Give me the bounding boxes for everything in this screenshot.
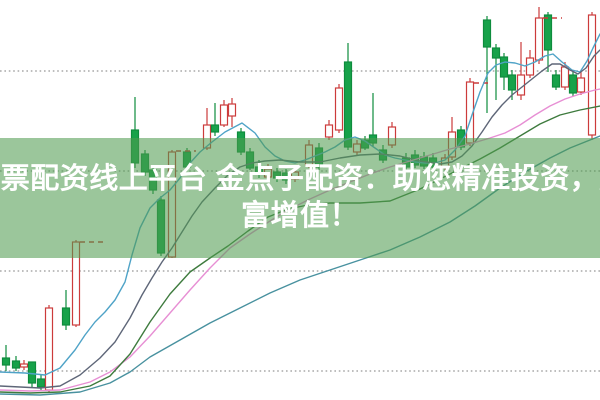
candle-down: [482, 16, 492, 113]
candle-body: [482, 19, 492, 48]
candle-up: [324, 120, 334, 140]
candle-body: [343, 61, 353, 148]
candle-body: [543, 14, 553, 51]
candle-body: [61, 307, 71, 326]
candle-body: [568, 74, 578, 94]
candle-body: [324, 124, 334, 138]
candle-up: [19, 360, 29, 370]
candle-body: [551, 74, 561, 88]
candle-up: [587, 12, 597, 140]
candle-body: [491, 47, 501, 59]
candle-body: [227, 103, 237, 117]
candle-body: [19, 363, 29, 368]
candle-body: [534, 17, 544, 61]
candle-body: [11, 360, 21, 369]
promo-banner-overlay: 股票配资线上平台 金点子配资：助您精准投资，财 富增值！: [0, 138, 600, 258]
candle-up: [219, 100, 229, 127]
candle-down: [491, 44, 501, 100]
candle-body: [499, 56, 509, 78]
candle-down: [210, 103, 220, 136]
candle-body: [576, 77, 586, 93]
banner-text-line1: 股票配资线上平台 金点子配资：助您精准投资，财: [0, 163, 600, 195]
candle-up: [44, 305, 54, 392]
banner-text-line2: 富增值！: [240, 200, 359, 232]
candle-up: [576, 72, 586, 95]
candle-down: [1, 345, 11, 371]
candle-body: [219, 104, 229, 126]
candle-down: [543, 12, 553, 72]
candle-body: [334, 87, 344, 131]
candle-down: [11, 356, 21, 371]
candle-body: [560, 66, 570, 88]
candle-body: [27, 361, 37, 384]
candle-body: [210, 124, 220, 133]
candle-body: [44, 307, 54, 391]
candle-body: [525, 57, 535, 76]
candle-up: [227, 98, 237, 127]
candle-down: [61, 290, 71, 330]
candle-down: [551, 70, 561, 90]
candle-down: [568, 70, 578, 96]
candle-up: [334, 84, 344, 133]
candle-down: [499, 53, 509, 90]
candle-body: [1, 357, 11, 366]
candle-body: [36, 378, 46, 388]
candle-body: [587, 14, 597, 136]
candle-body: [507, 74, 517, 91]
candle-down: [27, 361, 37, 388]
